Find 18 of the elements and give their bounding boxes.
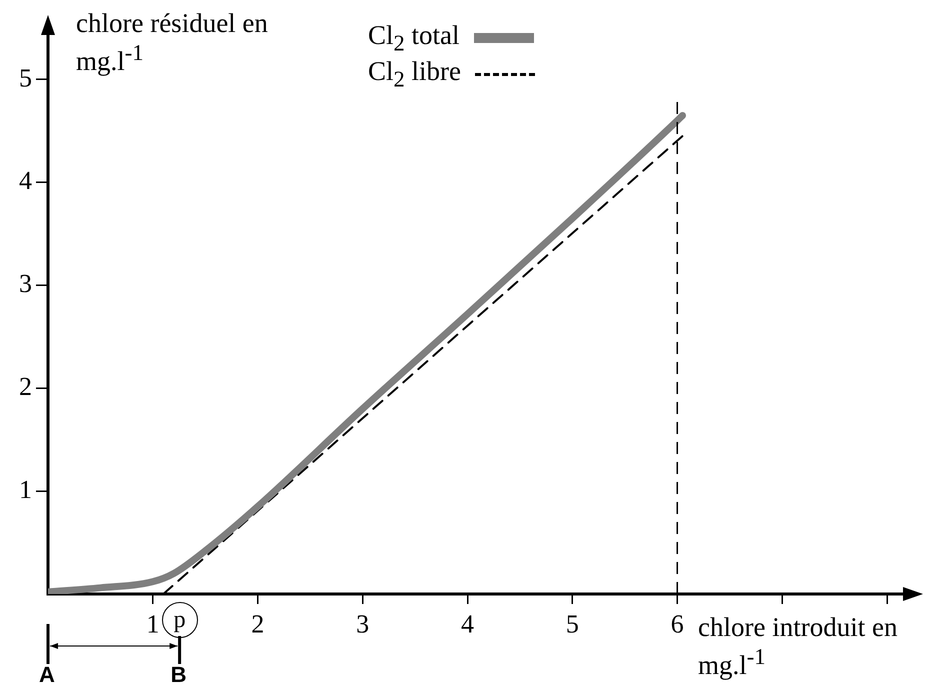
y-tick-label: 4 <box>19 166 32 196</box>
legend-label: Cl$_{2}$ total <box>368 20 460 56</box>
x-axis-title: chlore introduit en mg.l$^{-1}$ <box>698 612 898 680</box>
x-tick-label: 6 <box>670 609 684 638</box>
text: A <box>39 662 55 688</box>
x-tick-label: 2 <box>251 609 264 638</box>
y-tick-label: 1 <box>19 474 32 504</box>
x-tick-label: 1 <box>146 609 160 638</box>
y-tick-label: 3 <box>19 269 32 298</box>
x-tick-label: 3 <box>356 609 370 638</box>
circle-outline: p <box>162 602 198 638</box>
x-tick-label: 5 <box>566 609 579 638</box>
y-axis-title: chlore résiduel en mg.l$^{-1}$ <box>76 8 269 76</box>
y-tick-label: 5 <box>19 63 32 92</box>
y-tick-label: 2 <box>19 372 32 402</box>
text: B <box>170 662 186 688</box>
legend-label: Cl$_{2}$ libre <box>368 56 461 92</box>
x-tick-label: 4 <box>461 609 474 638</box>
